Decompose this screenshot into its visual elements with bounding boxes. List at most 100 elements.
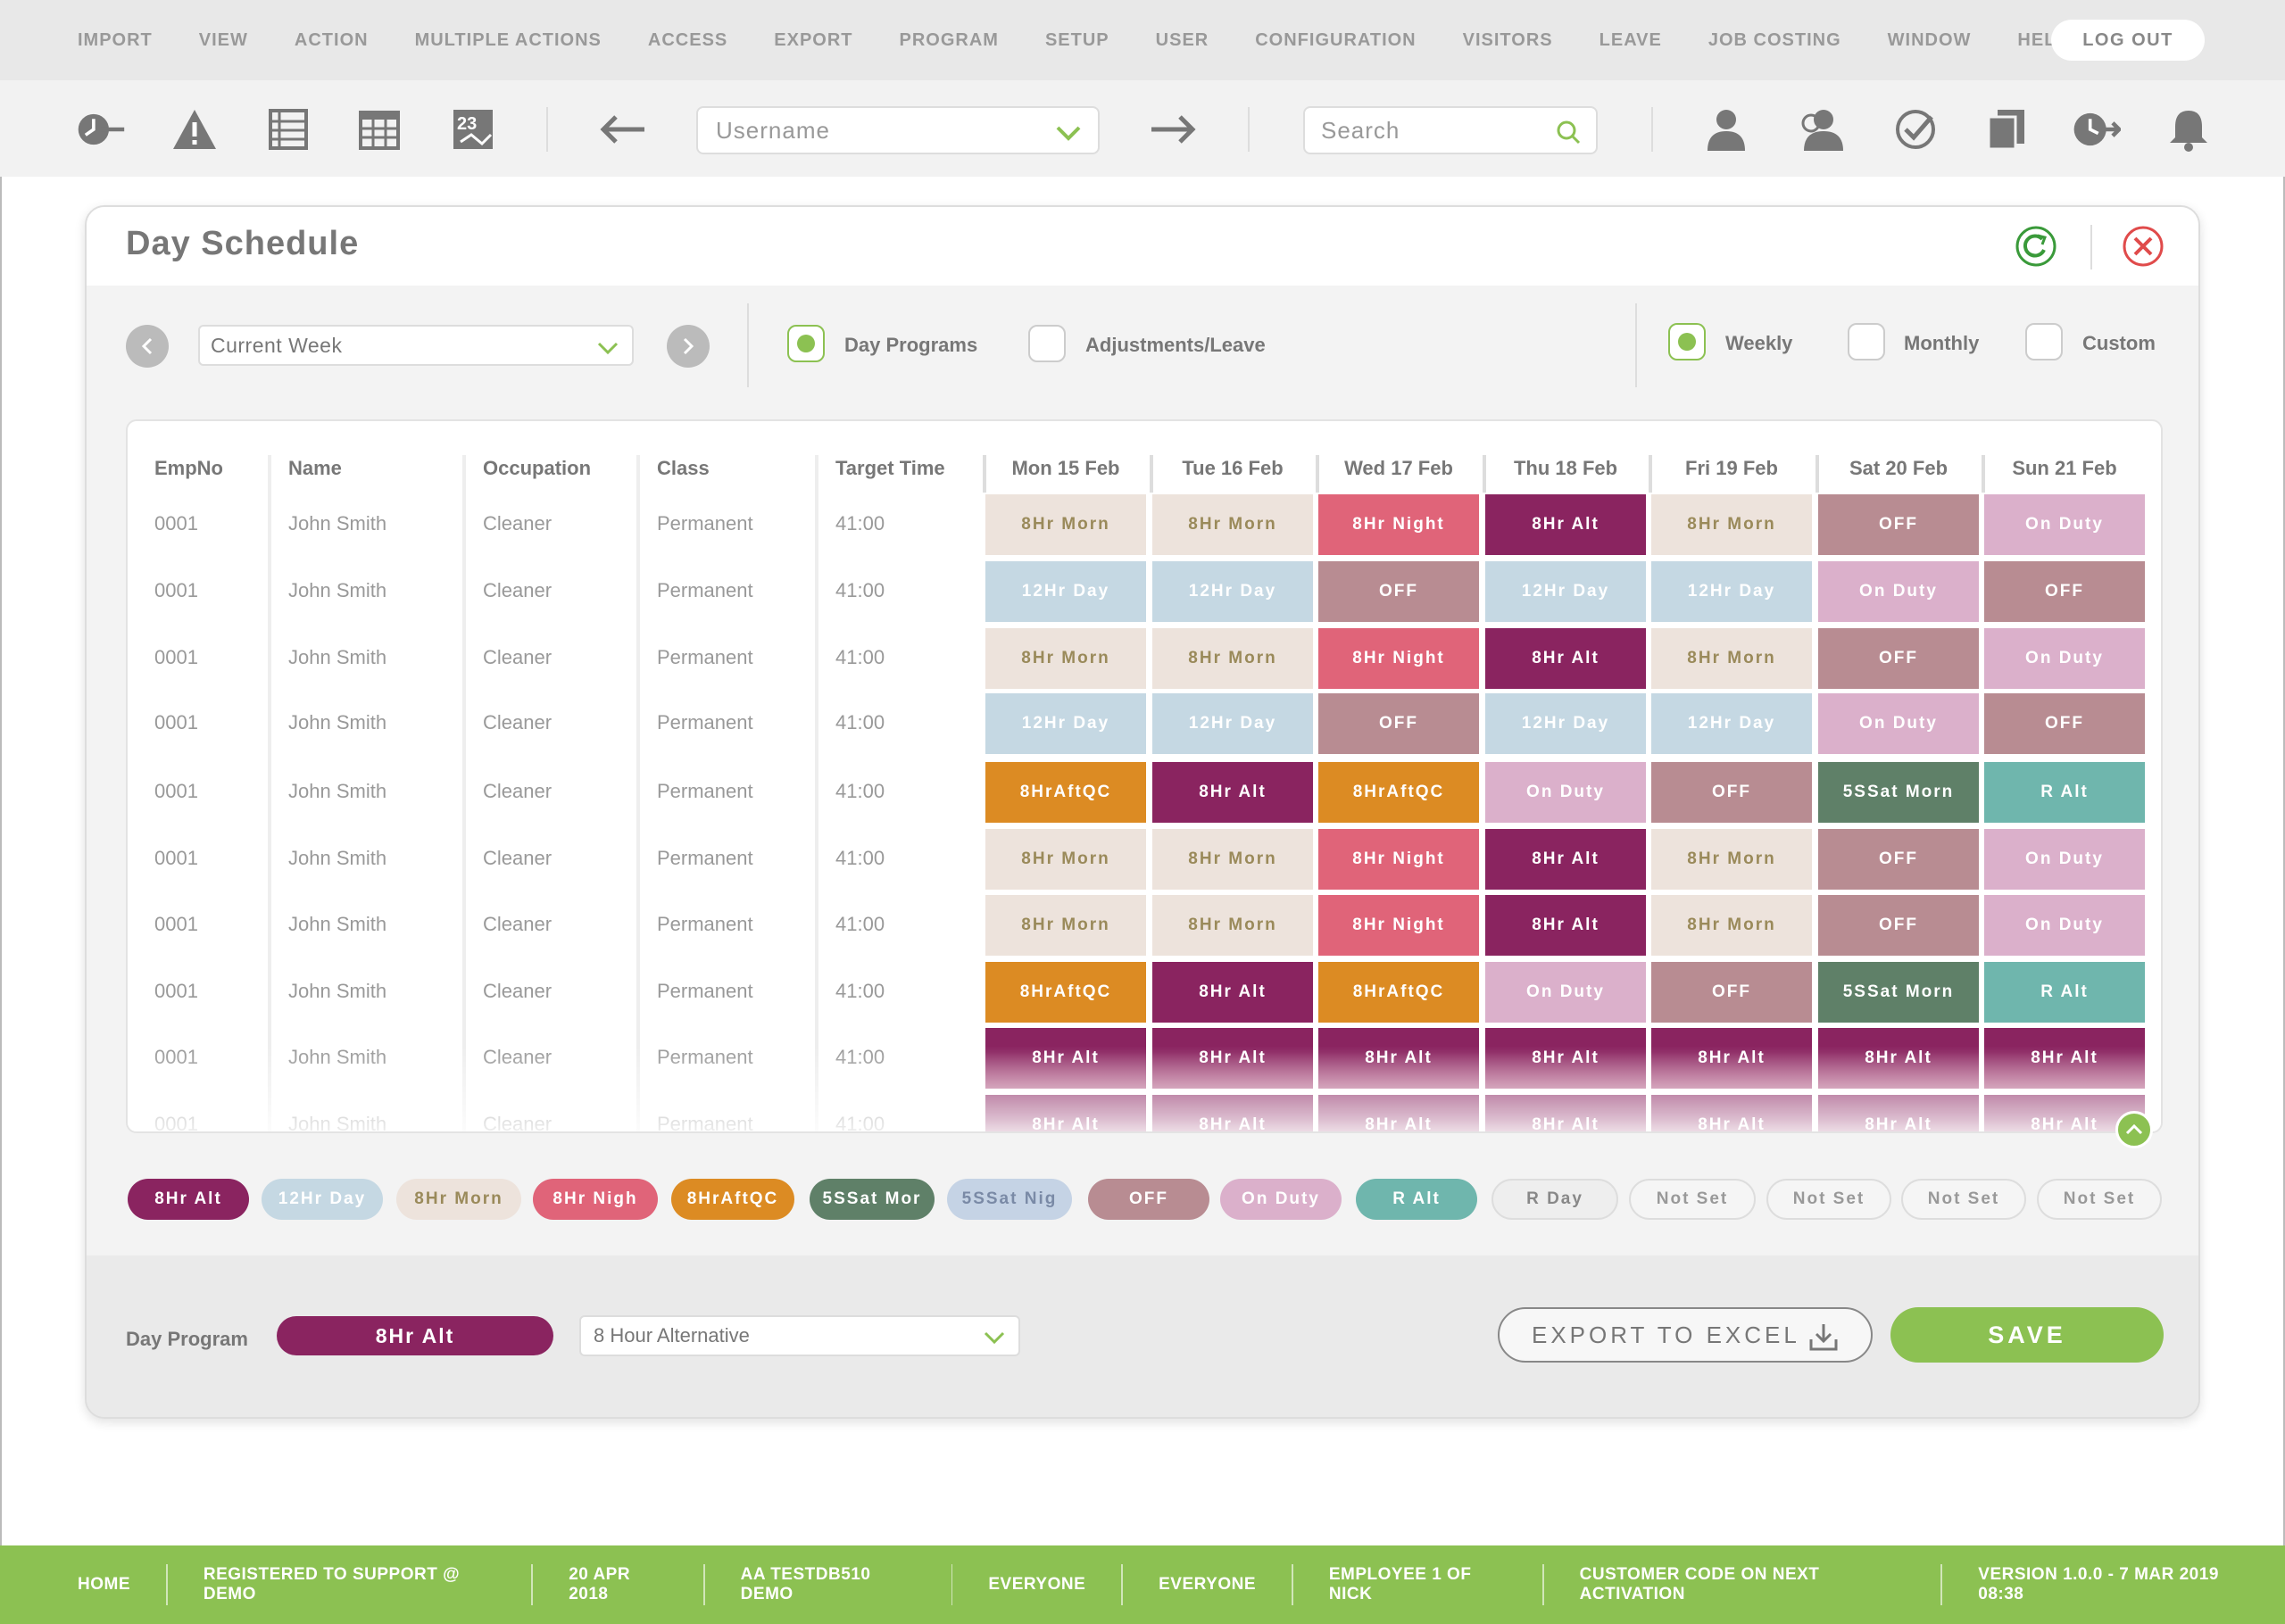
menu-item-user[interactable]: USER bbox=[1155, 29, 1209, 50]
calendar-day-icon[interactable]: 23 bbox=[448, 104, 498, 154]
clock-out-icon[interactable] bbox=[76, 104, 126, 154]
menu-item-view[interactable]: VIEW bbox=[198, 29, 248, 50]
shift-cell[interactable]: 5SSat Morn bbox=[1818, 762, 1979, 823]
legend-item[interactable]: Not Set bbox=[1766, 1179, 1891, 1220]
column-header-wed-17-feb[interactable]: Wed 17 Feb bbox=[1344, 457, 1453, 479]
save-button[interactable]: SAVE bbox=[1890, 1307, 2164, 1363]
arrow-left-icon[interactable] bbox=[598, 104, 648, 154]
menu-item-window[interactable]: WINDOW bbox=[1887, 29, 1972, 50]
check-circle-icon[interactable] bbox=[1890, 104, 1940, 154]
shift-cell[interactable]: 12Hr Day bbox=[985, 693, 1146, 754]
clock-in-icon[interactable] bbox=[2071, 104, 2121, 154]
shift-cell[interactable]: 8HrAftQC bbox=[1318, 962, 1479, 1023]
shift-cell[interactable]: OFF bbox=[1818, 895, 1979, 956]
shift-cell[interactable]: 8Hr Morn bbox=[1152, 494, 1313, 555]
column-header-sat-20-feb[interactable]: Sat 20 Feb bbox=[1849, 457, 1948, 479]
menu-item-action[interactable]: ACTION bbox=[294, 29, 369, 50]
shift-cell[interactable]: 8Hr Morn bbox=[1152, 628, 1313, 689]
search-icon[interactable] bbox=[1555, 119, 1582, 152]
shift-cell[interactable]: OFF bbox=[1818, 628, 1979, 689]
shift-cell[interactable]: OFF bbox=[1818, 494, 1979, 555]
shift-cell[interactable]: OFF bbox=[1984, 561, 2145, 622]
column-header-empno[interactable]: EmpNo bbox=[154, 457, 223, 479]
shift-cell[interactable]: 8Hr Night bbox=[1318, 628, 1479, 689]
shift-cell[interactable]: 8Hr Alt bbox=[1152, 762, 1313, 823]
adjustments-leave-checkbox[interactable] bbox=[1028, 325, 1066, 362]
shift-cell[interactable]: OFF bbox=[1651, 962, 1812, 1023]
custom-checkbox[interactable] bbox=[2025, 323, 2063, 360]
calendar-icon[interactable] bbox=[354, 104, 404, 154]
shift-cell[interactable]: OFF bbox=[1651, 762, 1812, 823]
export-to-excel-button[interactable]: EXPORT TO EXCEL bbox=[1498, 1307, 1873, 1363]
username-select[interactable]: Username bbox=[696, 106, 1100, 154]
logout-button[interactable]: LOG OUT bbox=[2051, 20, 2205, 61]
shift-cell[interactable]: 8Hr Morn bbox=[985, 829, 1146, 890]
legend-item[interactable]: 8Hr Alt bbox=[128, 1179, 249, 1220]
shift-cell[interactable]: On Duty bbox=[1818, 693, 1979, 754]
legend-item[interactable]: Not Set bbox=[1629, 1179, 1756, 1220]
shift-cell[interactable]: 8Hr Morn bbox=[1152, 829, 1313, 890]
shift-cell[interactable]: OFF bbox=[1318, 693, 1479, 754]
shift-cell[interactable]: 8Hr Morn bbox=[985, 895, 1146, 956]
shift-cell[interactable]: 12Hr Day bbox=[1485, 693, 1646, 754]
legend-item[interactable]: 5SSat Mor bbox=[810, 1179, 935, 1220]
shift-cell[interactable]: 8HrAftQC bbox=[985, 762, 1146, 823]
menu-item-configuration[interactable]: CONFIGURATION bbox=[1255, 29, 1417, 50]
legend-item[interactable]: On Duty bbox=[1220, 1179, 1342, 1220]
shift-cell[interactable]: 12Hr Day bbox=[1651, 561, 1812, 622]
status-home-link[interactable]: HOME bbox=[78, 1575, 130, 1594]
search-input[interactable]: Search bbox=[1303, 106, 1598, 154]
shift-cell[interactable]: 8Hr Morn bbox=[1651, 895, 1812, 956]
menu-item-setup[interactable]: SETUP bbox=[1044, 29, 1109, 50]
shift-cell[interactable]: 12Hr Day bbox=[1485, 561, 1646, 622]
day-program-selected[interactable]: 8Hr Alt bbox=[277, 1316, 553, 1355]
arrow-right-icon[interactable] bbox=[1148, 104, 1198, 154]
column-header-fri-19-feb[interactable]: Fri 19 Feb bbox=[1685, 457, 1778, 479]
shift-cell[interactable]: OFF bbox=[1818, 829, 1979, 890]
scroll-up-button[interactable] bbox=[2115, 1111, 2153, 1148]
shift-cell[interactable]: R Alt bbox=[1984, 962, 2145, 1023]
monthly-checkbox[interactable] bbox=[1848, 323, 1885, 360]
shift-cell[interactable]: OFF bbox=[1984, 693, 2145, 754]
menu-item-multiple-actions[interactable]: MULTIPLE ACTIONS bbox=[414, 29, 602, 50]
legend-item[interactable]: Not Set bbox=[2037, 1179, 2162, 1220]
shift-cell[interactable]: 8Hr Night bbox=[1318, 829, 1479, 890]
shift-cell[interactable]: OFF bbox=[1318, 561, 1479, 622]
column-header-thu-18-feb[interactable]: Thu 18 Feb bbox=[1513, 457, 1618, 479]
shift-cell[interactable]: 8Hr Morn bbox=[1651, 829, 1812, 890]
day-programs-checkbox[interactable] bbox=[787, 325, 825, 362]
day-program-select[interactable]: 8 Hour Alternative bbox=[579, 1315, 1020, 1356]
week-select[interactable]: Current Week bbox=[198, 325, 634, 366]
legend-item[interactable]: 8Hr Morn bbox=[396, 1179, 521, 1220]
shift-cell[interactable]: 8HrAftQC bbox=[985, 962, 1146, 1023]
shift-cell[interactable]: 12Hr Day bbox=[985, 561, 1146, 622]
shift-cell[interactable]: 8Hr Alt bbox=[1485, 895, 1646, 956]
shift-cell[interactable]: 12Hr Day bbox=[1651, 693, 1812, 754]
documents-icon[interactable] bbox=[1982, 104, 2032, 154]
column-header-name[interactable]: Name bbox=[288, 457, 342, 479]
shift-cell[interactable]: 12Hr Day bbox=[1152, 693, 1313, 754]
user-icon[interactable] bbox=[1701, 104, 1751, 154]
close-icon[interactable] bbox=[2122, 225, 2165, 272]
shift-cell[interactable]: 8Hr Night bbox=[1318, 494, 1479, 555]
menu-item-import[interactable]: IMPORT bbox=[78, 29, 153, 50]
column-header-target-time[interactable]: Target Time bbox=[835, 457, 945, 479]
shift-cell[interactable]: On Duty bbox=[1485, 762, 1646, 823]
column-header-mon-15-feb[interactable]: Mon 15 Feb bbox=[1011, 457, 1120, 479]
column-header-class[interactable]: Class bbox=[657, 457, 710, 479]
menu-item-program[interactable]: PROGRAM bbox=[899, 29, 999, 50]
menu-item-leave[interactable]: LEAVE bbox=[1599, 29, 1662, 50]
legend-item[interactable]: 8HrAftQC bbox=[671, 1179, 794, 1220]
shift-cell[interactable]: 5SSat Morn bbox=[1818, 962, 1979, 1023]
column-header-tue-16-feb[interactable]: Tue 16 Feb bbox=[1182, 457, 1284, 479]
shift-cell[interactable]: On Duty bbox=[1984, 895, 2145, 956]
shift-cell[interactable]: R Alt bbox=[1984, 762, 2145, 823]
shift-cell[interactable]: 8Hr Alt bbox=[1152, 962, 1313, 1023]
shift-cell[interactable]: 8Hr Alt bbox=[1485, 494, 1646, 555]
legend-item[interactable]: 12Hr Day bbox=[262, 1179, 383, 1220]
users-icon[interactable] bbox=[1796, 104, 1846, 154]
shift-cell[interactable]: 8HrAftQC bbox=[1318, 762, 1479, 823]
menu-item-visitors[interactable]: VISITORS bbox=[1462, 29, 1553, 50]
menu-item-job-costing[interactable]: JOB COSTING bbox=[1708, 29, 1841, 50]
next-week-button[interactable] bbox=[667, 325, 710, 368]
